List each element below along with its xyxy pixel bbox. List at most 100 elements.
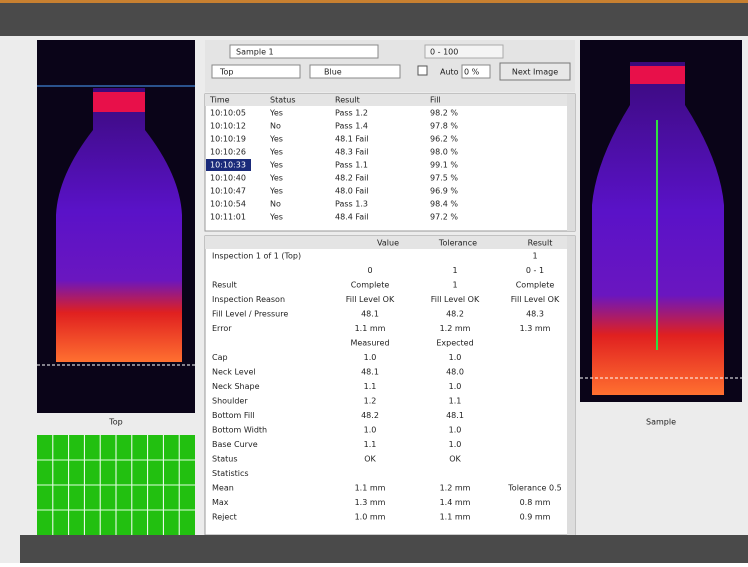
list-cell: 96.9 %: [430, 187, 458, 196]
details-cell: 48.3: [526, 310, 544, 319]
list-cell: 48.1 Fail: [335, 135, 369, 144]
list-cell: 97.8 %: [430, 122, 458, 131]
details-cell: Inspection Reason: [212, 295, 285, 304]
details-cell: Max: [212, 498, 229, 507]
details-cell: 1.0 mm: [355, 513, 386, 522]
list-cell: Yes: [269, 109, 283, 118]
details-cell: Result: [212, 281, 237, 290]
details-cell: Complete: [516, 281, 555, 290]
details-column: Value: [377, 239, 399, 248]
level: 0 %: [464, 68, 480, 77]
mode: Top: [219, 68, 234, 77]
button: Next Image: [512, 68, 558, 77]
details-cell: 1.1: [364, 382, 377, 391]
details-cell: 48.2: [446, 310, 464, 319]
color: Blue: [324, 68, 342, 77]
details-cell: 48.1: [361, 368, 379, 377]
screenshot: Top Sample 1 0 - 100 Top Blue Auto 0 % N…: [0, 0, 748, 563]
details-cell: Neck Level: [212, 368, 256, 377]
details-cell: 0.9 mm: [520, 513, 551, 522]
list-cell: Yes: [269, 174, 283, 183]
details-cell: 1.1 mm: [355, 484, 386, 493]
list-cell: Yes: [269, 213, 283, 222]
details-cell: 1: [452, 266, 457, 275]
list-cell: 97.5 %: [430, 174, 458, 183]
details-cell: 0: [367, 266, 372, 275]
list-column: Fill: [430, 96, 441, 105]
details-cell: 1.0: [449, 440, 462, 449]
details-cell: 1.1: [449, 397, 462, 406]
details-cell: Fill Level OK: [431, 295, 480, 304]
list-cell: 99.1 %: [430, 161, 458, 170]
list-cell: 48.2 Fail: [335, 174, 369, 183]
list-cell: 48.0 Fail: [335, 187, 369, 196]
details-scrollbar: [567, 236, 575, 535]
list-cell: Pass 1.4: [335, 122, 368, 131]
details-cell: 1.2 mm: [440, 484, 471, 493]
details-cell: Tolerance 0.5: [507, 484, 561, 493]
list-cell: Pass 1.3: [335, 200, 368, 209]
list-column: Status: [270, 96, 296, 105]
list-cell: 10:10:05: [210, 109, 246, 118]
details-cell: Inspection 1 of 1 (Top): [212, 252, 301, 261]
list-cell: 96.2 %: [430, 135, 458, 144]
top-bar: [0, 0, 748, 36]
right-image-label: Sample: [646, 418, 676, 427]
list-cell: Yes: [269, 148, 283, 157]
details-cell: Mean: [212, 484, 234, 493]
details-cell: 1.3 mm: [355, 498, 386, 507]
list-cell: 10:10:33: [210, 161, 246, 170]
list-cell: 48.4 Fail: [335, 213, 369, 222]
auto-checkbox[interactable]: [418, 66, 427, 75]
details-cell: Fill Level OK: [511, 295, 560, 304]
bottom-bar: [20, 535, 748, 563]
list-cell: No: [270, 122, 281, 131]
product: Sample 1: [236, 48, 274, 57]
details-cell: 1.1: [364, 440, 377, 449]
list-column: Time: [209, 96, 230, 105]
list-cell: 10:10:19: [210, 135, 246, 144]
list-cell: 98.2 %: [430, 109, 458, 118]
details-cell: Status: [212, 455, 238, 464]
range: 0 - 100: [430, 48, 458, 57]
left-cap: [93, 92, 145, 112]
list-cell: Pass 1.2: [335, 109, 368, 118]
details-cell: 1.1 mm: [355, 324, 386, 333]
details-cell: Fill Level OK: [346, 295, 395, 304]
list-cell: 10:10:40: [210, 174, 246, 183]
details-cell: 48.2: [361, 411, 379, 420]
details-cell: 1.0: [449, 353, 462, 362]
details-cell: Neck Shape: [212, 382, 260, 391]
details-cell: 1.1 mm: [440, 513, 471, 522]
list-column: Result: [335, 96, 360, 105]
page: Top Sample 1 0 - 100 Top Blue Auto 0 % N…: [0, 0, 748, 567]
details-cell: OK: [449, 455, 461, 464]
details-cell: 48.1: [446, 411, 464, 420]
details-cell: 1.2: [364, 397, 377, 406]
details-cell: Cap: [212, 353, 228, 362]
details-cell: Reject: [212, 513, 237, 522]
details-cell: Fill Level / Pressure: [212, 310, 288, 319]
details-cell: Shoulder: [212, 397, 248, 406]
details-cell: 1.4 mm: [440, 498, 471, 507]
details-cell: Bottom Fill: [212, 411, 255, 420]
details-column: Tolerance: [438, 239, 477, 248]
top-accent: [0, 0, 748, 3]
left-image-label: Top: [108, 418, 123, 427]
details-cell: 48.0: [446, 368, 464, 377]
details-cell: 1: [532, 252, 537, 261]
list-cell: No: [270, 200, 281, 209]
list-cell: 98.0 %: [430, 148, 458, 157]
details-cell: 1.2 mm: [440, 324, 471, 333]
list-cell: 98.4 %: [430, 200, 458, 209]
details-cell: 1.3 mm: [520, 324, 551, 333]
details-cell: Complete: [351, 281, 390, 290]
details-cell: Expected: [436, 339, 473, 348]
list-cell: 10:10:47: [210, 187, 246, 196]
details-cell: 0.8 mm: [520, 498, 551, 507]
details-cell: Bottom Width: [212, 426, 267, 435]
details-cell: Base Curve: [212, 440, 258, 449]
details-cell: 1.0: [364, 426, 377, 435]
right-cap: [630, 66, 685, 84]
details-cell: 1.0: [364, 353, 377, 362]
